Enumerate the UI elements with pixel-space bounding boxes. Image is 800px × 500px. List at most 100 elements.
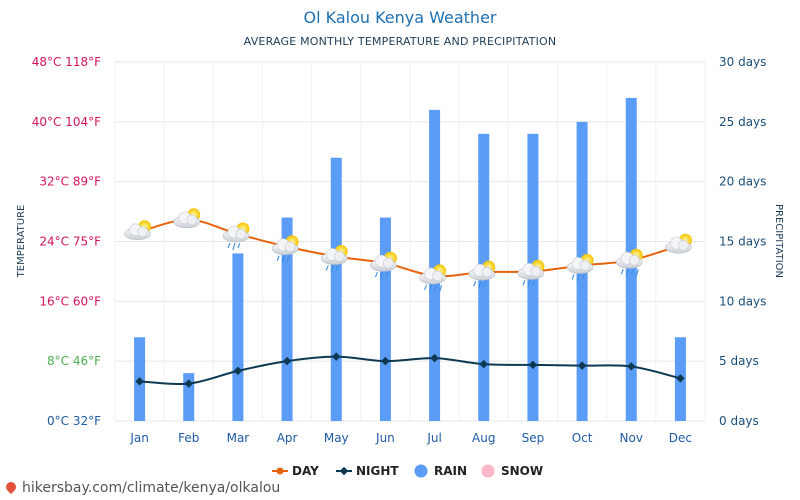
cloud-icon	[173, 211, 201, 229]
cloud-puff	[333, 251, 345, 262]
y-tick-label: 16°C 60°F	[39, 294, 101, 308]
rain-shower-icon	[370, 251, 397, 280]
legend-marker-icon	[276, 467, 284, 475]
legend-item-night[interactable]: NIGHT	[336, 464, 399, 478]
rain-shower-icon	[320, 244, 348, 273]
rain-bar	[183, 373, 195, 421]
legend-item-rain[interactable]: RAIN	[414, 464, 468, 478]
night-point	[627, 362, 636, 371]
x-tick-label: Feb	[178, 431, 199, 445]
rain-bar	[232, 253, 244, 421]
legend-item-day[interactable]: DAY	[272, 464, 319, 478]
raindrop	[227, 242, 231, 249]
x-tick-label: Jan	[129, 431, 149, 445]
night-point	[332, 352, 341, 361]
y2-tick-label: 15 days	[719, 235, 766, 249]
night-point	[528, 360, 538, 370]
cloud-puff	[186, 214, 198, 226]
legend-marker-icon	[339, 466, 349, 476]
cloud-icon	[370, 254, 397, 272]
raindrop	[434, 284, 438, 291]
cloud-puff	[432, 270, 443, 282]
x-tick-label: Jul	[426, 431, 441, 445]
y-tick-label: 0°C 32°F	[47, 414, 101, 428]
raindrop	[532, 280, 536, 286]
legend-item-snow[interactable]: SNOW	[481, 464, 544, 478]
night-point	[233, 366, 243, 376]
cloud-icon	[468, 263, 496, 281]
legend-label: RAIN	[434, 464, 467, 478]
cloud-puff	[628, 254, 640, 266]
x-tick-label: Sep	[522, 431, 545, 445]
y2-tick-label: 5 days	[719, 354, 759, 368]
x-tick-label: Apr	[277, 431, 298, 445]
y2-tick-label: 20 days	[719, 175, 766, 189]
partly-cloudy-icon	[173, 208, 201, 229]
rain-bar	[281, 217, 293, 421]
raindrop	[379, 272, 383, 280]
night-point	[676, 374, 685, 383]
watermark[interactable]: hikersbay.com/climate/kenya/olkalou	[3, 479, 281, 496]
raindrop	[330, 265, 334, 273]
x-tick-label: Aug	[472, 431, 495, 445]
cloud-puff	[579, 260, 591, 271]
raindrop	[232, 242, 236, 251]
y-tick-label: 8°C 46°F	[47, 354, 101, 368]
y2-tick-label: 30 days	[719, 55, 766, 69]
rain-bar	[379, 217, 391, 421]
cloud-puff	[481, 266, 493, 278]
x-tick-label: Jun	[375, 431, 395, 445]
rain-icon	[419, 264, 447, 293]
night-point	[577, 361, 587, 370]
cloud-icon	[419, 267, 446, 285]
legend-label: NIGHT	[356, 464, 399, 478]
y2-tick-label: 0 days	[719, 414, 759, 428]
cloud-icon	[271, 238, 299, 256]
cloud-icon	[320, 248, 348, 265]
y-tick-label: 40°C 104°F	[32, 115, 101, 129]
legend-label: SNOW	[501, 464, 543, 478]
watermark-text: hikersbay.com/climate/kenya/olkalou	[22, 480, 281, 496]
cloud-puff	[284, 241, 296, 253]
y-tick-label: 32°C 89°F	[39, 175, 101, 189]
cloud-puff	[530, 266, 542, 277]
cloud-puff	[383, 257, 394, 269]
raindrop	[281, 255, 285, 263]
legend-dot-icon	[481, 464, 495, 478]
x-tick-label: May	[324, 431, 349, 445]
x-tick-label: Mar	[227, 431, 250, 445]
location-pin-icon	[3, 479, 19, 495]
raindrop	[439, 284, 443, 293]
y-tick-label: 48°C 118°F	[32, 55, 101, 69]
night-point	[282, 356, 292, 366]
partly-cloudy-icon	[124, 220, 152, 241]
grid-lines	[114, 61, 706, 422]
chart-subtitle: AVERAGE MONTHLY TEMPERATURE AND PRECIPIT…	[243, 35, 557, 48]
raindrop	[478, 281, 482, 289]
night-point	[381, 356, 390, 366]
night-point	[135, 377, 144, 386]
raindrop	[522, 280, 526, 286]
raindrop	[286, 255, 290, 261]
rain-icon	[615, 248, 643, 277]
raindrop	[325, 265, 329, 271]
cloud-icon	[615, 251, 643, 269]
cloud-icon	[124, 223, 151, 241]
legend[interactable]: DAY NIGHT RAIN SNOW	[272, 464, 543, 478]
raindrop	[335, 265, 339, 271]
raindrop	[576, 274, 580, 282]
rain-shower-icon	[222, 222, 250, 251]
raindrop	[483, 280, 487, 287]
cloud-icon	[566, 257, 594, 274]
y2-tick-label: 10 days	[719, 294, 766, 308]
chart-title: Ol Kalou Kenya Weather	[303, 8, 497, 27]
cloud-icon	[517, 263, 545, 280]
cloud-puff	[235, 228, 247, 240]
raindrop	[527, 280, 531, 288]
rain-shower-icon	[271, 235, 299, 263]
x-tick-label: Dec	[669, 431, 692, 445]
raindrop	[581, 274, 585, 280]
rain-bar	[429, 109, 441, 421]
raindrop	[625, 269, 629, 277]
